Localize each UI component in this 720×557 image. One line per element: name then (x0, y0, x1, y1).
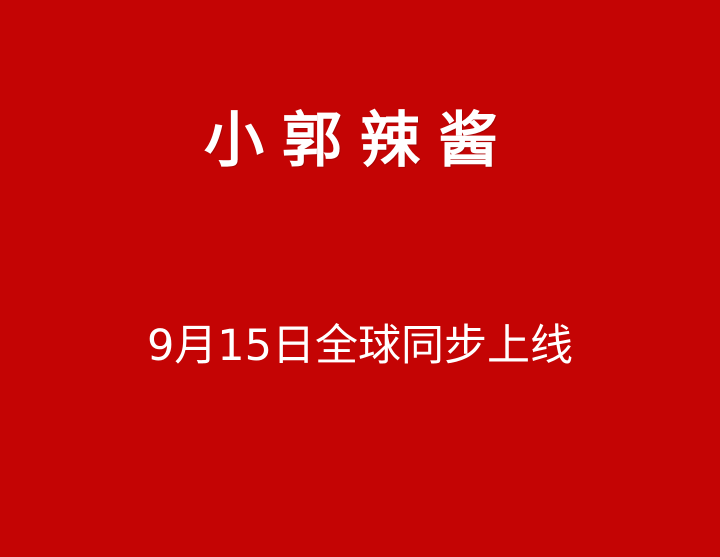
launch-date-text: 9月15日全球同步上线 (146, 321, 574, 371)
brand-title: 小郭辣酱 (204, 106, 516, 176)
